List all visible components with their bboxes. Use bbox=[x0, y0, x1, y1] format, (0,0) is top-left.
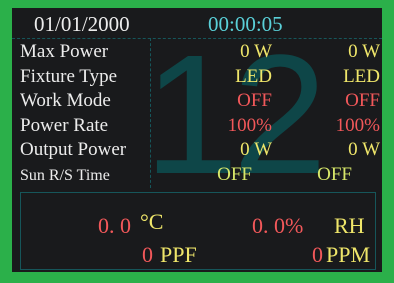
row-value: 100% bbox=[228, 116, 272, 135]
row-value: LED bbox=[343, 67, 380, 86]
row-label: Power Rate bbox=[20, 116, 108, 135]
row-value: 0 W bbox=[240, 42, 272, 61]
row-label: Max Power bbox=[20, 42, 108, 61]
row-label: Output Power bbox=[20, 140, 126, 159]
row-value: 0 W bbox=[348, 140, 380, 159]
page: 12 01/01/2000 00:00:05 Max Power0 W0 WFi… bbox=[0, 0, 394, 283]
row-value: OFF bbox=[217, 165, 252, 184]
humidity: 0. 0% bbox=[252, 215, 303, 237]
ppm: 0 bbox=[312, 244, 323, 266]
ppf-unit: PPF bbox=[160, 244, 197, 266]
humidity-unit: RH bbox=[334, 215, 365, 237]
date: 01/01/2000 bbox=[34, 14, 130, 35]
ppm-unit: PPM bbox=[326, 244, 370, 266]
time: 00:00:05 bbox=[208, 14, 283, 35]
row-value: 0 W bbox=[240, 140, 272, 159]
row-value: LED bbox=[235, 67, 272, 86]
temperature: 0. 0 bbox=[98, 215, 131, 237]
row-value: 100% bbox=[336, 116, 380, 135]
row-value: OFF bbox=[345, 91, 380, 110]
row-value: 0 W bbox=[348, 42, 380, 61]
row-value: OFF bbox=[317, 165, 352, 184]
temperature-unit: °C bbox=[140, 211, 163, 233]
divider bbox=[150, 38, 151, 188]
row-label: Work Mode bbox=[20, 91, 111, 110]
row-label: Sun R/S Time bbox=[20, 168, 110, 184]
row-value: OFF bbox=[237, 91, 272, 110]
divider bbox=[12, 38, 382, 39]
ppf: 0 bbox=[142, 244, 153, 266]
row-label: Fixture Type bbox=[20, 67, 117, 86]
